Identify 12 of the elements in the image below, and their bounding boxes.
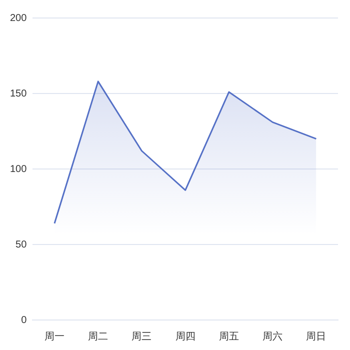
- x-tick-label: 周六: [262, 330, 283, 343]
- x-tick-label: 周日: [306, 332, 326, 343]
- x-tick-label: 周三: [132, 332, 152, 343]
- x-tick-label: 周一: [44, 332, 64, 343]
- y-tick-label: 150: [10, 88, 28, 100]
- y-tick-label: 50: [16, 239, 28, 250]
- x-tick-label: 周四: [175, 332, 196, 343]
- y-tick-label: 0: [21, 314, 28, 326]
- x-tick-label: 周二: [88, 332, 108, 343]
- x-tick-label: 周五: [218, 332, 239, 343]
- y-tick-label: 200: [10, 12, 28, 24]
- y-tick-label: 100: [10, 164, 28, 175]
